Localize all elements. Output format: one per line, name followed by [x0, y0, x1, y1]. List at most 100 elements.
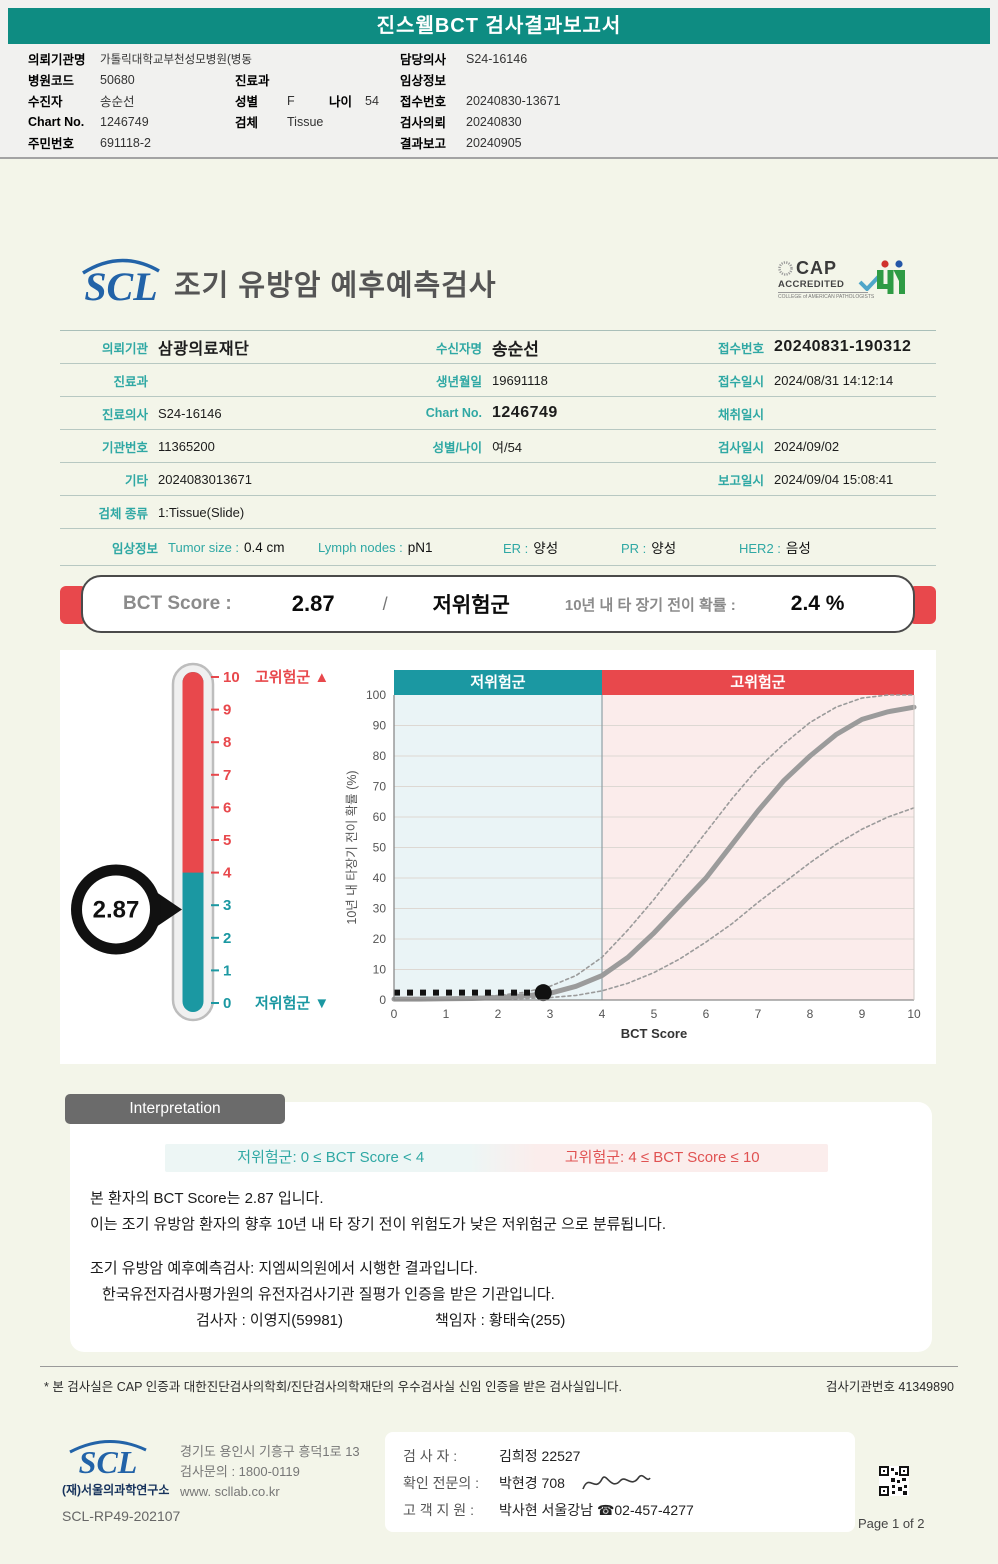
cap-emblem-icon	[778, 261, 793, 276]
scl-logo-small: SCL	[69, 1440, 147, 1480]
svg-text:40: 40	[373, 871, 387, 885]
svg-text:4: 4	[223, 865, 232, 882]
patient-header-left: 의뢰기관명 가톨릭대학교부천성모병원(병동 병원코드 50680 수진자 송순선…	[28, 48, 252, 153]
field-report-date: 결과보고 20240905	[400, 135, 522, 152]
clinical-er: ER : 양성	[503, 541, 559, 556]
svg-text:5: 5	[223, 832, 231, 849]
qr-code	[879, 1466, 909, 1496]
svg-text:6: 6	[703, 1007, 710, 1021]
interpretation-tab: Interpretation	[65, 1094, 285, 1124]
field-resident-no: 주민번호 691118-2	[28, 135, 151, 152]
scl-logo: SCL	[82, 258, 160, 308]
field-patient-name: 수진자 송순선	[28, 95, 135, 109]
clinical-pr: PR : 양성	[621, 541, 677, 556]
svg-text:10년 내 타장기 전이 확률 (%): 10년 내 타장기 전이 확률 (%)	[345, 770, 359, 924]
footer-address-block: 경기도 용인시 기흥구 흥덕1로 13 검사문의 : 1800-0119 www…	[180, 1442, 360, 1502]
risk-rule-band: 저위험군: 0 ≤ BCT Score < 4 고위험군: 4 ≤ BCT Sc…	[165, 1144, 828, 1172]
field-sex-age: 성별 F 나이 54	[235, 93, 379, 110]
table-row: 의뢰기관 삼광의료재단 수신자명 송순선 접수번호 20240831-19031…	[60, 331, 936, 364]
lab-org-number: 검사기관번호 41349890	[825, 1380, 954, 1394]
svg-text:7: 7	[223, 767, 231, 784]
svg-text:100: 100	[366, 688, 386, 702]
table-row-clinical: 임상정보 Tumor size : 0.4 cm Lymph nodes : p…	[60, 529, 936, 566]
bct-score-banner: BCT Score : 2.87 / 저위험군 10년 내 타 장기 전이 확률…	[60, 575, 936, 633]
svg-text:고위험군 ▲: 고위험군 ▲	[255, 669, 329, 686]
metastasis-prob-value: 2.4 %	[790, 592, 845, 615]
footer-website[interactable]: www. scllab.co.kr	[180, 1484, 280, 1499]
footer-staff-box: 검 사 자 : 김희정 22527 확인 전문의 : 박현경 708 고 객 지…	[385, 1432, 855, 1532]
svg-text:3: 3	[223, 897, 231, 914]
patient-header-right: 담당의사 S24-16146 임상정보 접수번호 20240830-13671 …	[400, 48, 561, 153]
field-receipt-no: 접수번호 20240830-13671	[400, 93, 561, 110]
field-department: 진료과	[235, 74, 270, 88]
test-title: 조기 유방암 예후예측검사	[174, 270, 497, 302]
svg-text:7: 7	[755, 1007, 762, 1021]
svg-text:1: 1	[223, 962, 231, 979]
signers-line: 검사자 : 이영지(59981) 책임자 : 황태숙(255)	[90, 1308, 912, 1334]
metastasis-prob-label: 10년 내 타 장기 전이 확률 :	[564, 596, 736, 614]
svg-text:30: 30	[373, 902, 387, 916]
table-row: 기관번호 11365200 성별/나이 여/54 검사일시 2024/09/02	[60, 430, 936, 463]
order-info-table: 의뢰기관 삼광의료재단 수신자명 송순선 접수번호 20240831-19031…	[60, 330, 936, 566]
clinical-lymph-nodes: Lymph nodes : pN1	[318, 539, 433, 555]
svg-text:8: 8	[223, 734, 231, 751]
field-specimen: 검체 Tissue	[235, 114, 324, 131]
footer-org-name: (재)서울의과학연구소	[62, 1483, 170, 1497]
supervisor: 책임자 : 황태숙(255)	[435, 1312, 566, 1329]
support-row: 고 객 지 원 : 박사현 서울강남 ☎02-457-4277	[403, 1501, 694, 1518]
field-hospital-code: 병원코드 50680	[28, 72, 135, 89]
field-clinical-info: 임상정보	[400, 74, 447, 88]
brand-row: SCL 조기 유방암 예후예측검사 CAP ACCREDITED COLLEGE…	[0, 254, 998, 318]
svg-text:2: 2	[495, 1007, 502, 1021]
svg-text:1: 1	[443, 1007, 450, 1021]
svg-text:저위험군 ▼: 저위험군 ▼	[255, 995, 329, 1012]
svg-text:SCL: SCL	[84, 264, 157, 308]
bct-score-label: BCT Score :	[123, 593, 232, 614]
table-row: 진료과 생년월일 19691118 접수일시 2024/08/31 14:12:…	[60, 364, 936, 397]
high-risk-rule: 고위험군: 4 ≤ BCT Score ≤ 10	[564, 1149, 760, 1166]
footer-inquiry: 검사문의 : 1800-0119	[180, 1464, 300, 1479]
report-title-bar: 진스웰BCT 검사결과보고서	[8, 8, 990, 44]
svg-text:4: 4	[599, 1007, 606, 1021]
table-row-specimen: 검체 종류 1:Tissue(Slide)	[60, 496, 936, 529]
interpretation-panel: 저위험군: 0 ≤ BCT Score < 4 고위험군: 4 ≤ BCT Sc…	[70, 1102, 932, 1352]
tester-row: 검 사 자 : 김희정 22527	[403, 1447, 581, 1464]
clinical-her2: HER2 : 음성	[739, 541, 811, 556]
footer-scl-logo: SCL (재)서울의과학연구소	[62, 1438, 172, 1498]
svg-text:5: 5	[651, 1007, 658, 1021]
svg-text:20: 20	[373, 932, 387, 946]
svg-text:90: 90	[373, 719, 387, 733]
report-title: 진스웰BCT 검사결과보고서	[376, 15, 622, 37]
table-row: 기타 2024083013671 보고일시 2024/09/04 15:08:4…	[60, 463, 936, 496]
clinical-tumor-size: Tumor size : 0.4 cm	[168, 539, 285, 555]
signature-image	[582, 1474, 651, 1489]
examiner: 검사자 : 이영지(59981)	[196, 1312, 344, 1329]
svg-text:3: 3	[547, 1007, 554, 1021]
field-requesting-org: 의뢰기관명 가톨릭대학교부천성모병원(병동	[28, 53, 252, 67]
svg-text:저위험군: 저위험군	[470, 674, 525, 691]
patient-header: 의뢰기관명 가톨릭대학교부천성모병원(병동 병원코드 50680 수진자 송순선…	[0, 44, 998, 159]
footer-address: 경기도 용인시 기흥구 흥덕1로 13	[180, 1444, 360, 1459]
svg-text:고위험군: 고위험군	[730, 674, 785, 691]
svg-text:60: 60	[373, 810, 387, 824]
low-risk-rule: 저위험군: 0 ≤ BCT Score < 4	[237, 1149, 425, 1166]
document-code: SCL-RP49-202107	[62, 1508, 181, 1524]
risk-probability-chart: 저위험군 고위험군 0 10 20 30 40 50 60 70 80 90 100 0 1 2 3 4 5 6 7 8 9…	[345, 670, 921, 1041]
page-number: Page 1 of 2	[858, 1516, 925, 1531]
svg-text:2: 2	[223, 930, 231, 947]
svg-text:6: 6	[223, 799, 231, 816]
table-row: 진료의사 S24-16146 Chart No. 1246749 채취일시	[60, 397, 936, 430]
svg-text:9: 9	[223, 702, 231, 719]
svg-text:BCT Score: BCT Score	[621, 1026, 687, 1041]
footer-divider	[40, 1366, 958, 1367]
svg-text:10: 10	[907, 1007, 921, 1021]
svg-text:50: 50	[373, 841, 387, 855]
svg-text:10: 10	[373, 963, 387, 977]
svg-text:70: 70	[373, 780, 387, 794]
svg-text:9: 9	[859, 1007, 866, 1021]
chart-panel: 0 1 2 3 4 5 6 7 8 9 10 고위험군 ▲ 저위험군 ▼ 2.87 저위험군 고위험군 0 10…	[60, 650, 936, 1064]
field-chart-no: Chart No. 1246749	[28, 114, 149, 129]
interpretation-text: 본 환자의 BCT Score는 2.87 입니다. 이는 조기 유방암 환자의…	[90, 1186, 912, 1334]
svg-text:SCL: SCL	[79, 1444, 138, 1478]
